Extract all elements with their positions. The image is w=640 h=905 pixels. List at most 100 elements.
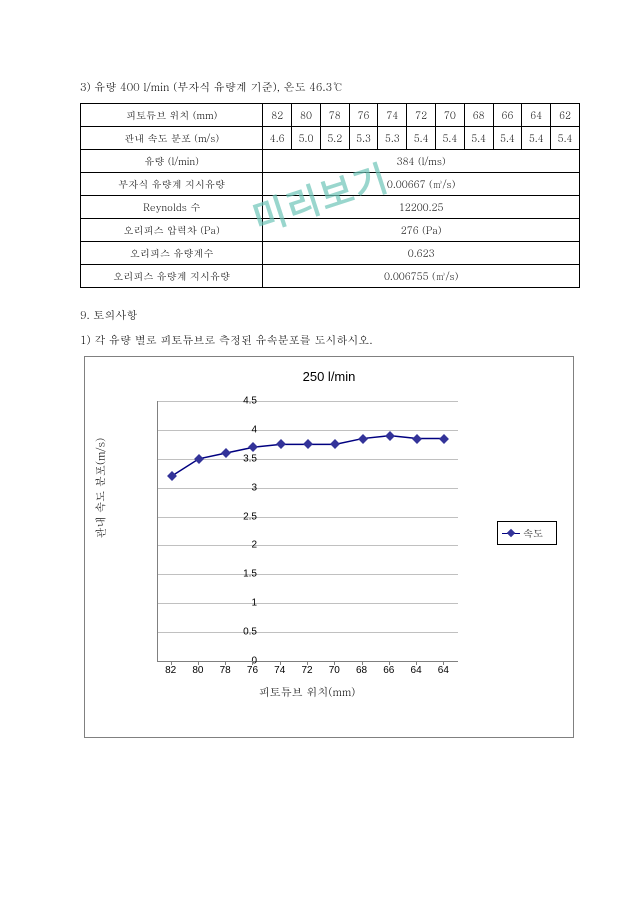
data-point [330, 439, 340, 449]
cell: 0.623 [263, 242, 580, 265]
table-row: Reynolds 수 12200.25 [81, 196, 580, 219]
cell: 82 [263, 104, 292, 127]
plot-area [157, 401, 458, 662]
row-head: 오리피스 유량계수 [81, 242, 263, 265]
table-row: 오리피스 압력차 (Pa) 276 (Pa) [81, 219, 580, 242]
x-tick-mark [334, 661, 335, 665]
table-row: 부자식 유량계 지시유량 0.00667 (㎥/s) [81, 173, 580, 196]
cell: 4.6 [263, 127, 292, 150]
row-head: 관내 속도 분포 (m/s) [81, 127, 263, 150]
table-row: 관내 속도 분포 (m/s) 4.6 5.0 5.2 5.3 5.3 5.4 5… [81, 127, 580, 150]
x-tick-mark [307, 661, 308, 665]
cell: 0.00667 (㎥/s) [263, 173, 580, 196]
gridline [158, 545, 458, 546]
cell: 0.006755 (㎥/s) [263, 265, 580, 288]
x-tick-mark [280, 661, 281, 665]
cell: 62 [551, 104, 580, 127]
cell: 72 [407, 104, 436, 127]
x-axis-label: 피토튜브 위치(mm) [157, 685, 457, 700]
cell: 74 [378, 104, 407, 127]
table-row: 피토튜브 위치 (mm) 82 80 78 76 74 72 70 68 66 … [81, 104, 580, 127]
cell: 5.4 [493, 127, 522, 150]
y-tick: 3 [227, 482, 257, 493]
data-point [358, 434, 368, 444]
section-heading: 9. 토의사항 [80, 308, 580, 323]
x-tick-mark [362, 661, 363, 665]
row-head: 부자식 유량계 지시유량 [81, 173, 263, 196]
y-tick: 4.5 [227, 396, 257, 407]
table-row: 오리피스 유량계수 0.623 [81, 242, 580, 265]
cell: 76 [349, 104, 378, 127]
gridline [158, 632, 458, 633]
chart-title: 250 l/min [85, 357, 573, 384]
cell: 5.3 [378, 127, 407, 150]
y-tick: 0.5 [227, 627, 257, 638]
row-head: 피토튜브 위치 (mm) [81, 104, 263, 127]
x-tick-mark [389, 661, 390, 665]
y-tick: 3.5 [227, 453, 257, 464]
table-row: 유량 (l/min) 384 (l/ms) [81, 150, 580, 173]
data-point [194, 454, 204, 464]
x-tick: 80 [188, 665, 208, 676]
x-tick: 70 [324, 665, 344, 676]
data-point [303, 439, 313, 449]
x-tick: 76 [242, 665, 262, 676]
cell: 66 [493, 104, 522, 127]
x-tick: 72 [297, 665, 317, 676]
chart-body: 관내 속도 분포(m/s) 피토튜브 위치(mm) 속도 00.511.522.… [105, 401, 561, 721]
x-tick-mark [225, 661, 226, 665]
x-tick: 66 [379, 665, 399, 676]
row-head: 유량 (l/min) [81, 150, 263, 173]
x-tick-mark [416, 661, 417, 665]
data-point [439, 434, 449, 444]
data-point [249, 442, 259, 452]
cell: 5.0 [292, 127, 321, 150]
section-subcaption: 1) 각 유량 별로 피토튜브로 측정된 유속분포를 도시하시오. [80, 333, 580, 348]
x-tick-mark [198, 661, 199, 665]
cell: 5.2 [320, 127, 349, 150]
row-head: 오리피스 압력차 (Pa) [81, 219, 263, 242]
data-point [385, 431, 395, 441]
cell: 5.4 [464, 127, 493, 150]
cell: 5.3 [349, 127, 378, 150]
x-tick: 64 [433, 665, 453, 676]
legend-marker-icon [502, 528, 520, 538]
cell: 5.4 [436, 127, 465, 150]
gridline [158, 488, 458, 489]
x-tick: 82 [161, 665, 181, 676]
cell: 5.4 [522, 127, 551, 150]
chart-legend: 속도 [497, 521, 557, 545]
x-tick: 64 [406, 665, 426, 676]
row-head: Reynolds 수 [81, 196, 263, 219]
gridline [158, 430, 458, 431]
cell: 80 [292, 104, 321, 127]
y-axis-label: 관내 속도 분포(m/s) [94, 438, 109, 539]
x-tick-mark [443, 661, 444, 665]
table-row: 오리피스 유량계 지시유량 0.006755 (㎥/s) [81, 265, 580, 288]
x-tick: 68 [352, 665, 372, 676]
x-tick-mark [171, 661, 172, 665]
data-point [276, 439, 286, 449]
gridline [158, 574, 458, 575]
cell: 276 (Pa) [263, 219, 580, 242]
table-caption: 3) 유량 400 l/min (부자식 유량계 기준), 온도 46.3℃ [80, 80, 580, 95]
data-table: 피토튜브 위치 (mm) 82 80 78 76 74 72 70 68 66 … [80, 103, 580, 288]
x-tick-mark [252, 661, 253, 665]
cell: 70 [436, 104, 465, 127]
cell: 78 [320, 104, 349, 127]
legend-label: 속도 [523, 526, 543, 540]
cell: 68 [464, 104, 493, 127]
y-tick: 4 [227, 424, 257, 435]
gridline [158, 401, 458, 402]
x-tick: 74 [270, 665, 290, 676]
y-tick: 1.5 [227, 569, 257, 580]
cell: 5.4 [551, 127, 580, 150]
y-tick: 1 [227, 598, 257, 609]
gridline [158, 517, 458, 518]
cell: 64 [522, 104, 551, 127]
data-point [412, 434, 422, 444]
y-tick: 2 [227, 540, 257, 551]
gridline [158, 603, 458, 604]
data-point [167, 471, 177, 481]
row-head: 오리피스 유량계 지시유량 [81, 265, 263, 288]
